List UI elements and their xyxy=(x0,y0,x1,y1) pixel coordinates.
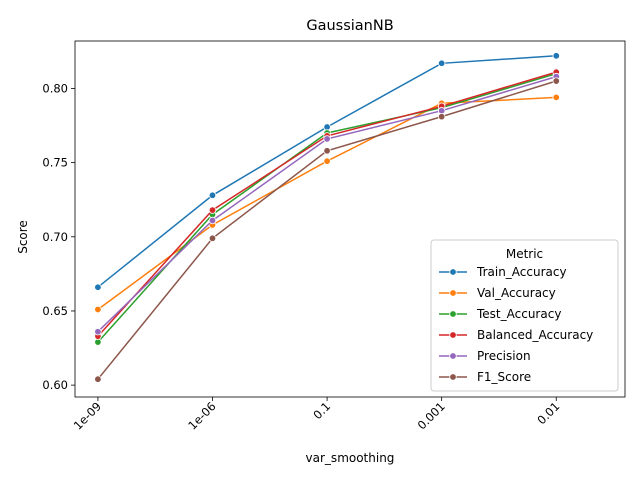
legend-entry: Train_Accuracy xyxy=(476,265,567,279)
data-point xyxy=(437,59,446,67)
y-tick-label: 0.80 xyxy=(42,81,68,95)
legend-swatch-marker xyxy=(449,268,457,276)
x-tick-label: 0.01 xyxy=(534,399,562,427)
data-point xyxy=(94,328,102,336)
data-point xyxy=(208,206,217,214)
x-tick-label: 0.1 xyxy=(310,399,333,422)
legend-swatch-marker xyxy=(449,289,457,297)
data-point xyxy=(208,191,217,199)
data-point xyxy=(323,135,331,143)
data-point xyxy=(323,147,331,155)
x-tick-label: 0.001 xyxy=(415,399,448,432)
data-point xyxy=(437,112,446,121)
data-point xyxy=(552,93,560,102)
data-point xyxy=(94,305,102,314)
legend-swatch-marker xyxy=(449,310,457,318)
data-point xyxy=(552,52,560,60)
y-tick-label: 0.70 xyxy=(42,230,68,244)
x-tick-label: 1e-06 xyxy=(185,399,218,432)
x-tick-label: 1e-09 xyxy=(71,399,104,432)
legend: Metric Train_Accuracy Val_Accuracy Test_Acc… xyxy=(430,239,619,392)
legend-title: Metric xyxy=(506,247,543,261)
data-point xyxy=(208,216,217,225)
y-tick-label: 0.60 xyxy=(42,378,68,392)
legend-swatch-marker xyxy=(449,331,457,339)
legend-swatch-marker xyxy=(449,352,457,360)
data-point xyxy=(94,283,102,291)
data-point xyxy=(94,375,102,383)
legend-swatch-marker xyxy=(449,373,457,381)
chart-title: GaussianNB xyxy=(306,18,393,34)
x-axis-label: var_smoothing xyxy=(306,451,395,465)
data-point xyxy=(323,157,331,165)
legend-entry: Balanced_Accuracy xyxy=(477,328,593,342)
data-point xyxy=(552,77,560,85)
y-tick-label: 0.65 xyxy=(42,304,68,318)
y-tick-label: 0.75 xyxy=(42,156,68,170)
legend-entry: F1_Score xyxy=(477,370,531,384)
axes-frame xyxy=(74,40,626,398)
legend-entry: Test_Accuracy xyxy=(476,307,561,321)
legend-entry: Precision xyxy=(477,349,531,363)
y-axis-label: Score xyxy=(16,220,30,254)
legend-box xyxy=(430,239,619,392)
legend-entry: Val_Accuracy xyxy=(477,286,556,300)
data-point xyxy=(208,234,217,242)
